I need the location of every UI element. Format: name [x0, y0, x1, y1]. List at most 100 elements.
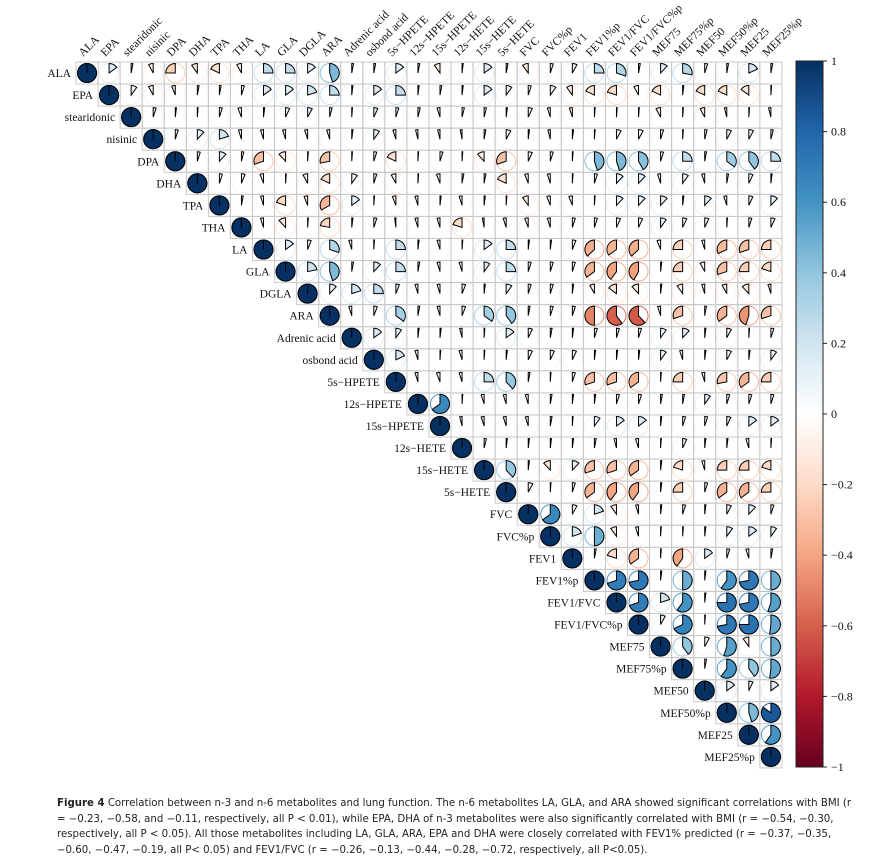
pie-wedge — [431, 393, 451, 414]
pie-wedge — [716, 371, 728, 385]
pie-wedge — [593, 107, 596, 118]
pie-wedge — [721, 283, 728, 294]
pie-wedge — [549, 438, 553, 449]
pie-wedge — [549, 371, 552, 382]
pie-wedge — [628, 482, 640, 501]
pie-wedge — [748, 349, 751, 360]
pie-wedge — [307, 107, 313, 118]
pie-wedge — [329, 261, 340, 282]
pie-wedge — [613, 438, 617, 449]
pie-wedge — [638, 151, 649, 171]
pie-wedge — [638, 393, 643, 405]
pie-wedge — [716, 482, 728, 499]
pie-wedge — [414, 371, 419, 383]
pie-wedge — [738, 614, 759, 635]
pie-wedge — [373, 283, 384, 295]
pie-wedge — [704, 570, 707, 581]
pie-wedge — [386, 151, 397, 163]
pie-wedge — [505, 438, 508, 449]
column-label: EPA — [99, 36, 123, 60]
pie-wedge — [461, 393, 464, 404]
pie-wedge — [606, 482, 617, 501]
pie-wedge — [638, 107, 640, 118]
row-label: FEV1%p — [536, 575, 579, 587]
pie-wedge — [130, 62, 134, 74]
pie-wedge — [496, 151, 507, 165]
pie-wedge — [770, 438, 773, 449]
pie-wedge — [521, 195, 529, 207]
pie-wedge — [716, 614, 737, 635]
pie-wedge — [395, 261, 406, 273]
pie-wedge — [395, 305, 406, 322]
pie-wedge — [524, 217, 529, 228]
pie-wedge — [610, 504, 617, 516]
pie-wedge — [704, 151, 708, 162]
row-label: MEF75 — [609, 642, 644, 654]
pie-wedge — [672, 482, 684, 493]
pie-wedge — [660, 195, 668, 207]
correlation-pie-chart: ALAEPAstearidonicnisinicDPADHATPATHALAGL… — [47, 2, 852, 774]
pie-wedge — [458, 349, 463, 360]
pie-wedge — [628, 592, 649, 613]
pie-wedge — [767, 592, 781, 613]
pie-wedge — [527, 327, 533, 338]
pie-wedge — [571, 482, 576, 493]
pie-wedge — [726, 526, 734, 538]
pie-wedge — [606, 548, 617, 560]
pie-wedge — [417, 173, 420, 184]
pie-wedge — [218, 173, 223, 184]
pie-wedge — [480, 393, 485, 405]
pie-wedge — [281, 129, 287, 140]
pie-wedge — [584, 239, 595, 257]
pie-wedge — [480, 415, 485, 427]
pie-wedge — [461, 305, 467, 316]
pie-wedge — [414, 283, 419, 294]
pie-wedge — [130, 85, 138, 97]
pie-wedge — [237, 107, 242, 118]
pie-wedge — [634, 526, 640, 537]
pie-wedge — [770, 504, 775, 515]
pie-wedge — [738, 482, 750, 499]
pie-wedge — [615, 415, 625, 427]
pie-wedge — [527, 283, 532, 294]
pie-wedge — [660, 349, 667, 362]
pie-wedge — [240, 85, 246, 96]
row-label: FVC%p — [497, 531, 535, 543]
pie-wedge — [748, 393, 753, 405]
pie-wedge — [549, 327, 553, 338]
pie-wedge — [436, 239, 441, 250]
pie-wedge — [770, 151, 781, 162]
pie-wedge — [682, 526, 684, 537]
pie-wedge — [452, 217, 463, 229]
pie-wedge — [760, 371, 772, 383]
pie-wedge — [682, 504, 687, 515]
pie-wedge — [483, 107, 488, 118]
column-label: THA — [231, 33, 257, 59]
pie-wedge — [723, 107, 728, 118]
pie-wedge — [615, 129, 622, 140]
pie-wedge — [726, 327, 733, 338]
pie-wedge — [259, 129, 265, 140]
pie-wedge — [740, 85, 750, 97]
pie-wedge — [615, 217, 622, 228]
pie-wedge — [682, 62, 693, 76]
pie-wedge — [770, 349, 778, 362]
pie-wedge — [593, 217, 598, 228]
pie-wedge — [373, 85, 383, 97]
pie-wedge — [770, 415, 780, 427]
pie-wedge — [527, 107, 533, 118]
pie-wedge — [196, 151, 201, 162]
pie-wedge — [483, 305, 495, 322]
pie-wedge — [651, 85, 662, 96]
pie-wedge — [704, 62, 709, 74]
pie-wedge — [738, 239, 750, 254]
pie-wedge — [701, 239, 706, 250]
pie-wedge — [307, 217, 309, 228]
pie-wedge — [704, 129, 708, 140]
pie-wedge — [483, 371, 495, 383]
pie-wedge — [770, 680, 780, 692]
pie-wedge — [672, 548, 684, 567]
pie-wedge — [723, 636, 737, 657]
pie-wedge — [738, 570, 759, 591]
pie-wedge — [348, 239, 353, 250]
